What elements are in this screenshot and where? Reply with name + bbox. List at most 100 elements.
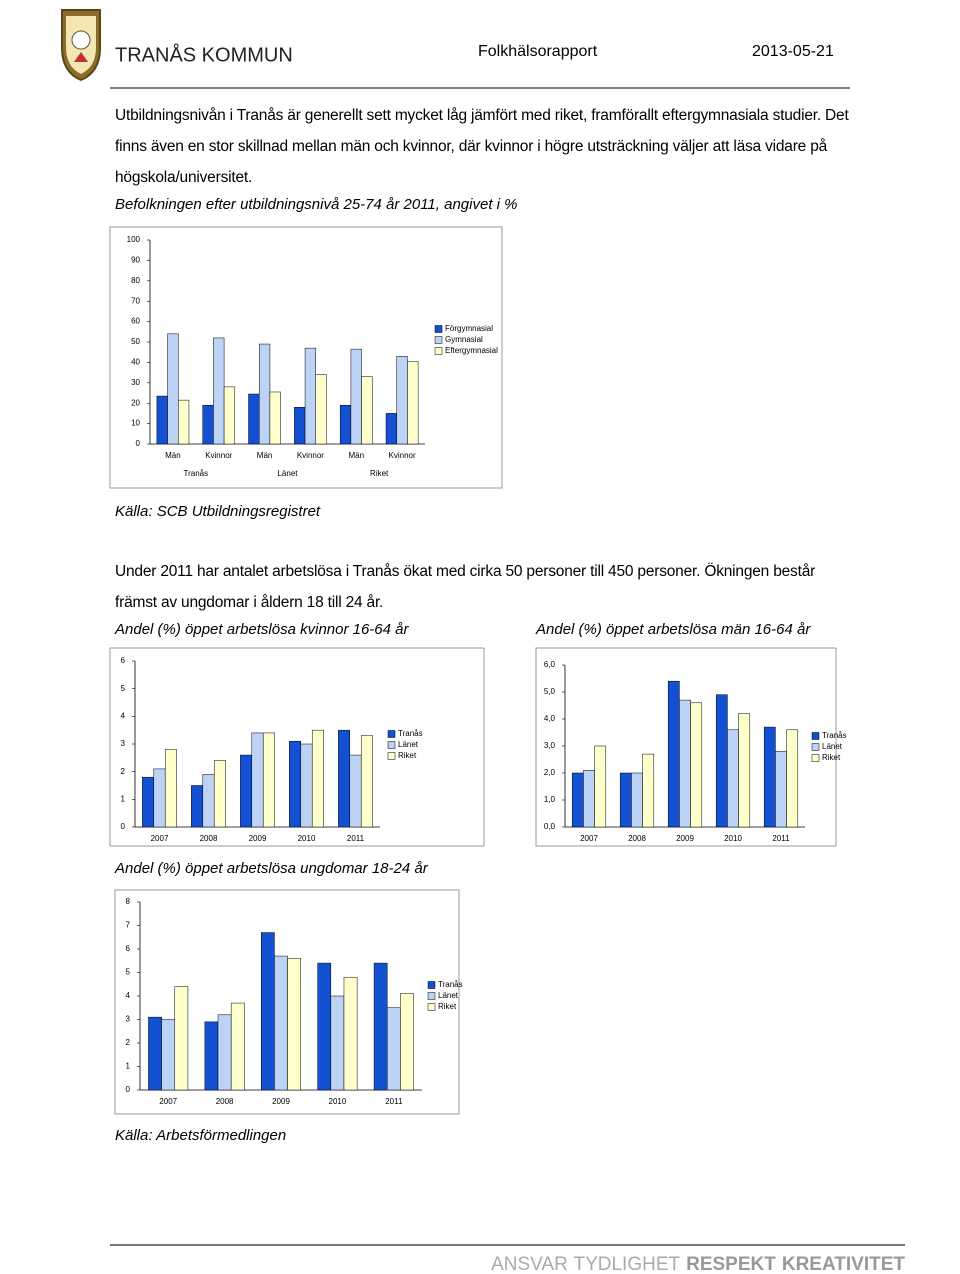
bar (571, 772, 584, 828)
x-tick-label: Kvinnor (297, 451, 324, 460)
legend-swatch (387, 752, 396, 760)
group-label: Riket (370, 469, 389, 478)
x-tick-label: 2008 (200, 834, 218, 843)
bar (240, 754, 253, 828)
x-tick-label: Män (348, 451, 364, 460)
bar (679, 699, 691, 828)
report-name: Folkhälsorapport (478, 43, 598, 60)
legend-swatch (427, 981, 436, 989)
y-tick-label: 30 (131, 378, 140, 387)
y-tick-label: 70 (131, 296, 140, 305)
bar (594, 745, 607, 828)
y-tick-label: 4 (121, 711, 126, 720)
legend-swatch (811, 743, 820, 751)
y-tick-label: 10 (131, 419, 140, 428)
chart-title: Befolkningen efter utbildningsnivå 25-74… (115, 196, 518, 213)
bar (178, 399, 190, 445)
legend-label: Riket (822, 753, 841, 762)
y-tick-label: 3 (121, 739, 126, 748)
bar (775, 751, 787, 828)
legend-swatch (387, 730, 396, 738)
y-tick-label: 50 (131, 337, 140, 346)
bar (289, 740, 302, 828)
y-tick-label: 2 (121, 767, 126, 776)
y-tick-label: 0,0 (544, 822, 556, 831)
bar (583, 770, 595, 828)
bar (153, 768, 166, 828)
y-tick-label: 20 (131, 398, 140, 407)
bar (262, 732, 275, 828)
chart-frame (114, 889, 460, 1115)
y-tick-label: 2 (126, 1038, 131, 1047)
y-tick-label: 6 (121, 656, 126, 665)
y-tick-label: 5 (121, 684, 126, 693)
legend-swatch (811, 754, 820, 762)
legend-swatch (427, 1003, 436, 1011)
x-tick-label: Män (257, 451, 273, 460)
group-label: Tranås (184, 469, 209, 478)
bar (667, 680, 680, 828)
legend-label: Eftergymnasial (445, 346, 498, 355)
legend-label: Tranås (398, 729, 423, 738)
bar (343, 976, 358, 1091)
y-tick-label: 1 (121, 794, 126, 803)
y-tick-label: 60 (131, 317, 140, 326)
bar (148, 1016, 162, 1091)
bar (317, 962, 332, 1091)
x-tick-label: 2010 (298, 834, 316, 843)
group-label: Länet (277, 469, 298, 478)
bar (213, 337, 225, 445)
bar (715, 694, 728, 828)
y-tick-label: 1 (126, 1062, 131, 1071)
legend-label: Länet (398, 740, 419, 749)
bar (142, 776, 155, 828)
x-tick-label: 2010 (329, 1097, 347, 1106)
x-tick-label: 2011 (347, 834, 365, 843)
legend-swatch (811, 732, 820, 740)
bar (763, 726, 776, 828)
bar (251, 732, 264, 828)
y-tick-label: 0 (126, 1085, 131, 1094)
x-tick-label: 2007 (159, 1097, 177, 1106)
chart-frame (535, 647, 837, 847)
y-tick-label: 0 (136, 439, 141, 448)
logo (61, 9, 101, 82)
bar (258, 343, 271, 445)
bar (294, 407, 306, 445)
bar (202, 404, 214, 445)
x-tick-label: 2009 (249, 834, 267, 843)
legend-swatch (434, 336, 443, 344)
bar (311, 729, 324, 828)
paragraph: Under 2011 har antalet arbetslösa i Tran… (115, 563, 816, 611)
x-tick-label: Män (165, 451, 181, 460)
legend-label: Riket (438, 1002, 457, 1011)
bar (338, 729, 351, 828)
legend-label: Gymnasial (445, 335, 483, 344)
footer-word: KREATIVITET (782, 1254, 906, 1274)
chart-title: Andel (%) öppet arbetslösa kvinnor 16-64… (114, 621, 410, 638)
legend-label: Riket (398, 751, 417, 760)
bar (385, 413, 397, 445)
y-tick-label: 3 (126, 1015, 131, 1024)
bar (396, 356, 408, 445)
y-tick-label: 5,0 (544, 687, 556, 696)
bar (786, 729, 799, 828)
chart-frame (109, 226, 503, 489)
chart-title: Andel (%) öppet arbetslösa ungdomar 18-2… (114, 860, 429, 877)
legend-label: Länet (438, 991, 459, 1000)
bar (400, 993, 414, 1091)
legend-swatch (434, 325, 443, 333)
y-tick-label: 8 (126, 897, 131, 906)
legend-swatch (434, 347, 443, 355)
legend-label: Tranås (822, 731, 847, 740)
bar (161, 1019, 176, 1091)
bar (191, 785, 204, 828)
y-tick-label: 1,0 (544, 795, 556, 804)
legend-label: Förgymnasial (445, 324, 493, 333)
x-tick-label: 2010 (724, 834, 742, 843)
bar (230, 1002, 245, 1091)
footer-word: TYDLIGHET (573, 1254, 680, 1274)
bar (361, 376, 373, 445)
x-tick-label: 2007 (580, 834, 598, 843)
report-date: 2013-05-21 (752, 43, 834, 60)
